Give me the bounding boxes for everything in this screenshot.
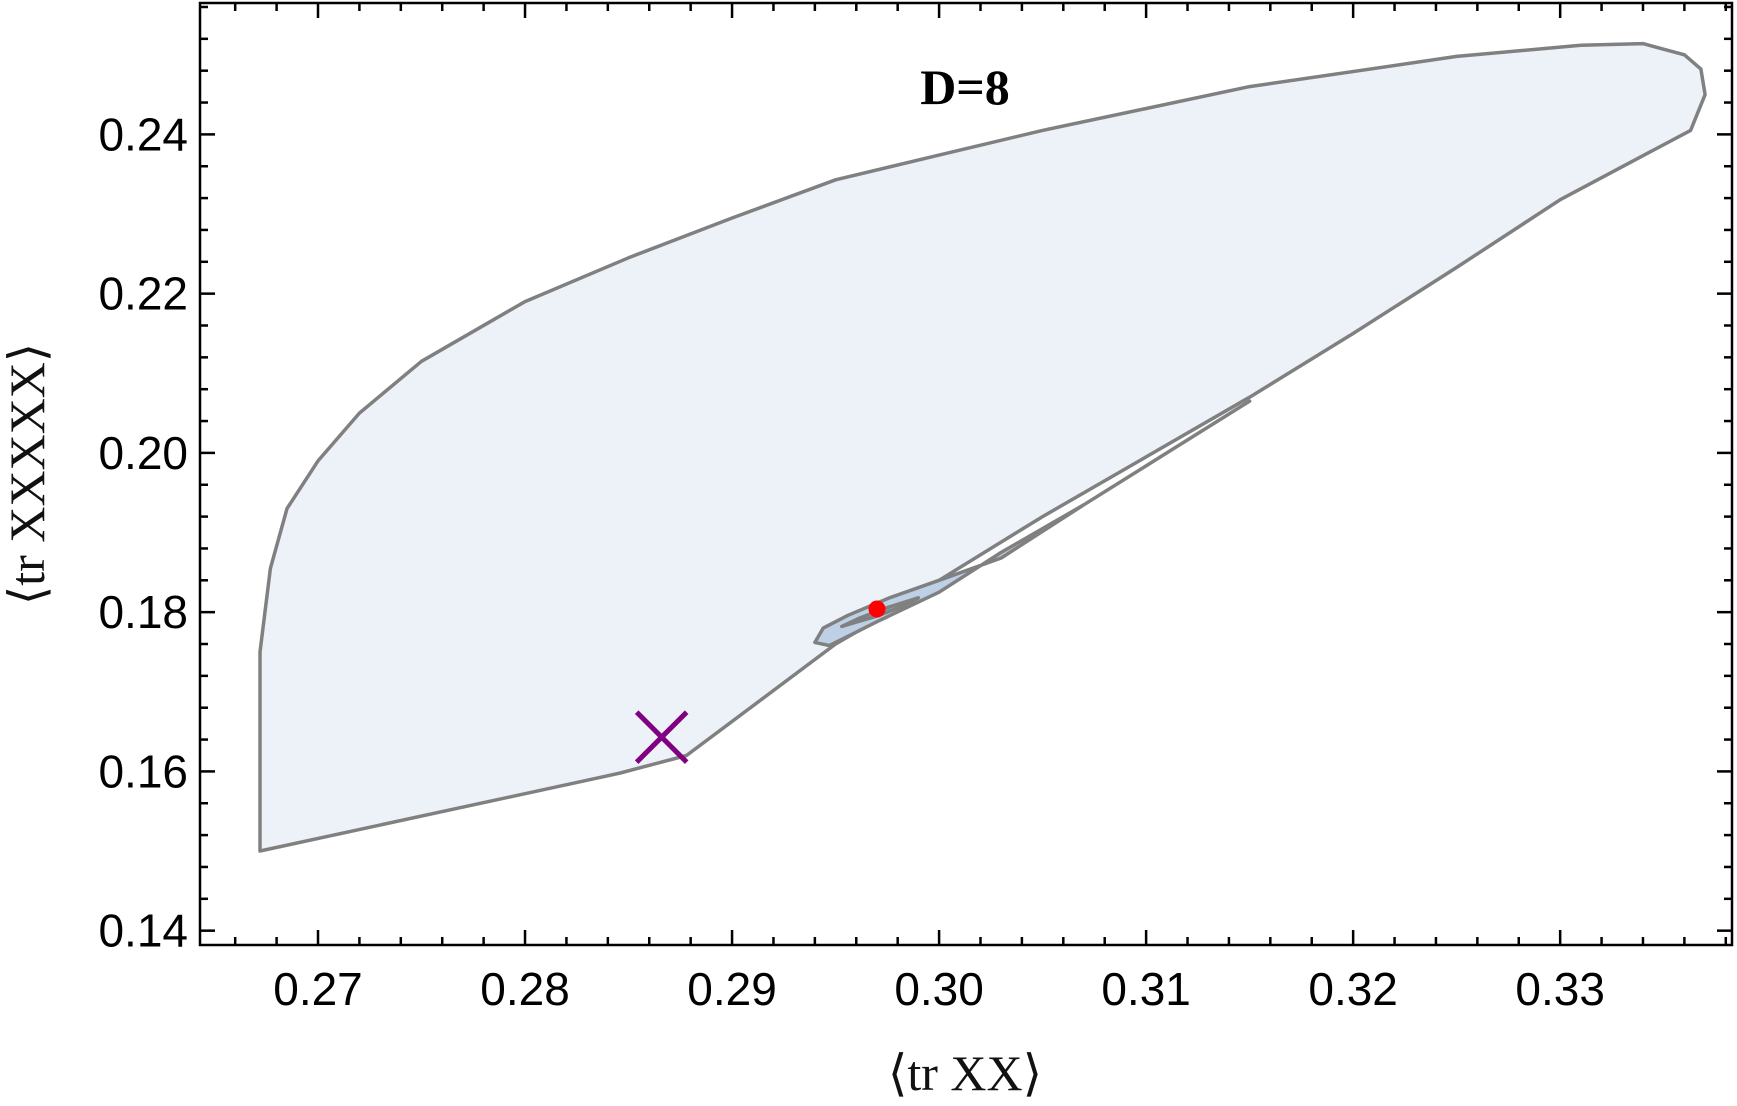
y-axis-title: ⟨tr XXXXX⟩: [0, 343, 55, 606]
y-tick-label: 0.18: [98, 586, 188, 638]
plot-frame: [198, 1, 1734, 947]
y-tick-label: 0.16: [98, 745, 188, 797]
markers-layer: [634, 600, 886, 764]
x-tick-label: 0.29: [687, 963, 777, 1015]
red-point: [868, 600, 886, 618]
chart-title: D=8: [920, 59, 1010, 115]
x-marker: [634, 710, 689, 764]
y-tick-label: 0.20: [98, 427, 188, 479]
x-axis-title: ⟨tr XX⟩: [888, 1045, 1042, 1101]
x-tick-label: 0.31: [1101, 963, 1191, 1015]
ticks-layer: 0.27 0.28 0.29 0.30 0.31 0.32 0.33 0.14 0.16 0.18…: [98, 3, 1732, 1015]
region-1: [258, 41, 1707, 853]
y-tick-label: 0.14: [98, 905, 188, 957]
x-tick-label: 0.30: [894, 963, 984, 1015]
regions-layer: [258, 41, 1707, 853]
x-tick-label: 0.33: [1515, 963, 1605, 1015]
x-tick-label: 0.28: [480, 963, 570, 1015]
x-tick-label: 0.32: [1308, 963, 1398, 1015]
x-tick-label: 0.27: [273, 963, 363, 1015]
y-tick-label: 0.24: [98, 108, 188, 160]
x-marker-stroke-2: [634, 710, 689, 764]
y-tick-label: 0.22: [98, 268, 188, 320]
